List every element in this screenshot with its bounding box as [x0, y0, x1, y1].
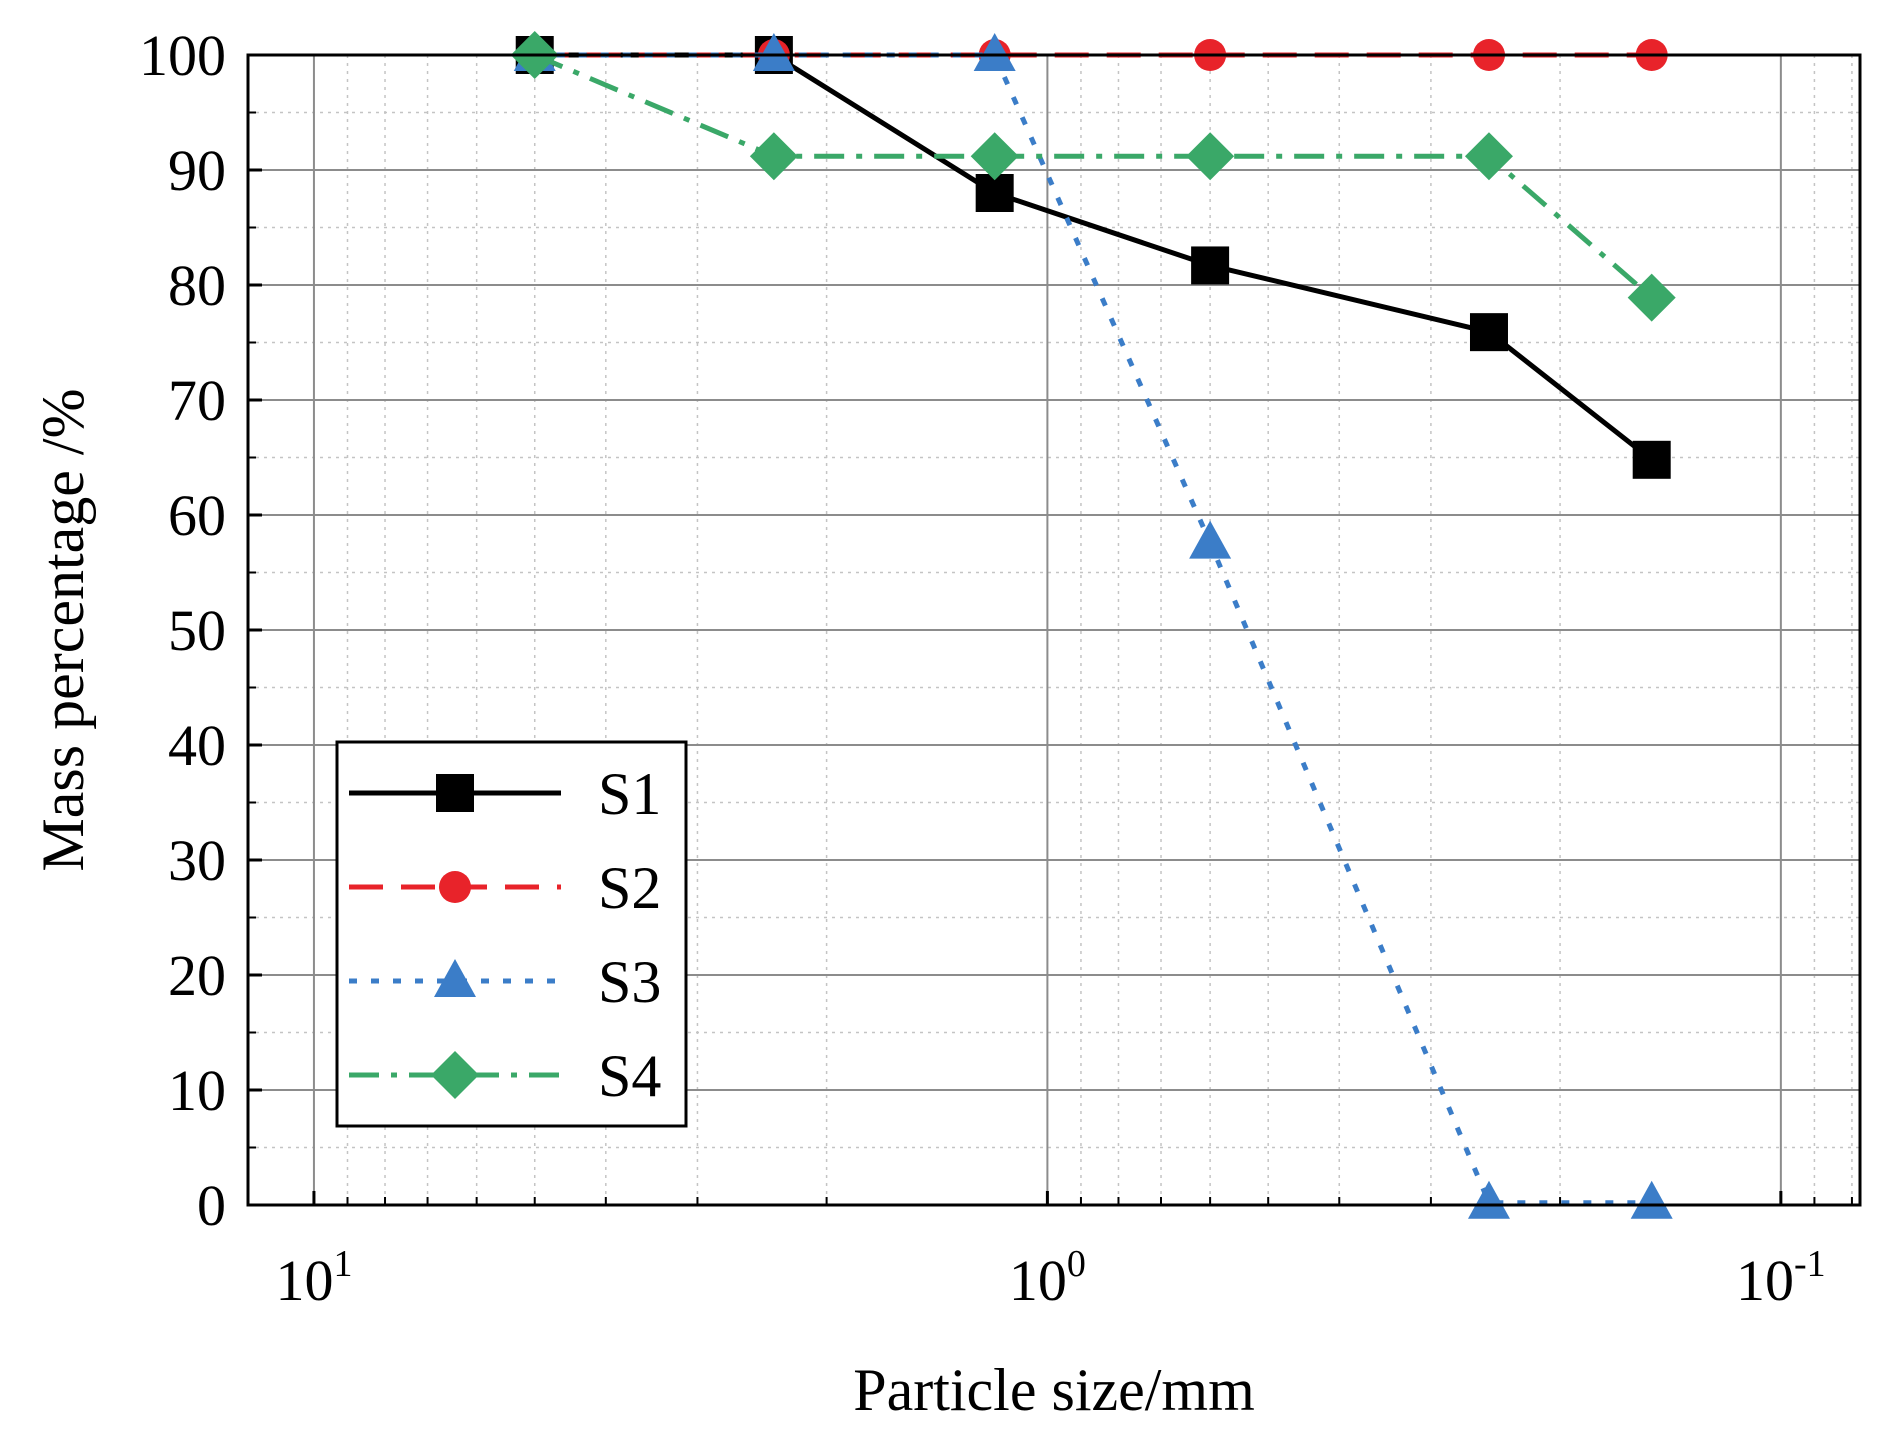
y-tick-label: 80: [168, 253, 226, 318]
y-tick-label: 20: [168, 943, 226, 1008]
y-tick-label: 100: [139, 23, 226, 88]
series-s1-point: [1469, 313, 1508, 352]
y-axis-title: Mass percentage /%: [30, 388, 96, 871]
legend-marker-s1: [436, 774, 474, 812]
legend-marker-s3: [434, 959, 476, 997]
series-s4-point: [1186, 132, 1235, 181]
y-tick-label: 10: [168, 1058, 226, 1123]
series-s3-point: [1189, 520, 1232, 559]
series-s4-point: [1627, 273, 1676, 322]
y-tick-label: 40: [168, 713, 226, 778]
series-s4-point: [749, 132, 798, 181]
series-s4-point: [1464, 132, 1513, 181]
legend-marker-s2: [439, 871, 471, 903]
y-tick-label: 70: [168, 368, 226, 433]
y-tick-label: 90: [168, 138, 226, 203]
x-tick-label: 10-1: [1736, 1243, 1826, 1313]
legend: S1 S2 S3 S4: [335, 740, 688, 1128]
series-s3-point: [752, 33, 795, 71]
series-s1-point: [1191, 246, 1230, 285]
axes: 0 10 20 30 40 50 60 70 80 90 100 101 100 10-1: [139, 23, 1853, 1313]
legend-label-s4: S4: [598, 1043, 661, 1109]
legend-box: [335, 740, 688, 1128]
series-s3-point: [1467, 1180, 1510, 1219]
y-tick-label: 50: [168, 598, 226, 663]
series-s3-point: [973, 33, 1016, 71]
x-axis-title: Particle size/mm: [853, 1357, 1255, 1423]
legend-label-s2: S2: [598, 855, 661, 921]
legend-label-s3: S3: [598, 949, 661, 1015]
x-tick-label: 101: [275, 1243, 352, 1313]
plot-frame: [246, 53, 1862, 1207]
series-s1-point: [975, 174, 1014, 212]
series-s4-point: [970, 132, 1019, 181]
legend-label-s1: S1: [598, 761, 661, 827]
y-tick-label: 30: [168, 828, 226, 893]
x-tick-label: 100: [1009, 1243, 1086, 1313]
y-tick-label: 60: [168, 483, 226, 548]
series-s3-point: [1630, 1180, 1673, 1219]
legend-marker-s4: [431, 1051, 479, 1099]
series-s1-point: [1632, 440, 1671, 479]
y-tick-label: 0: [197, 1173, 226, 1238]
